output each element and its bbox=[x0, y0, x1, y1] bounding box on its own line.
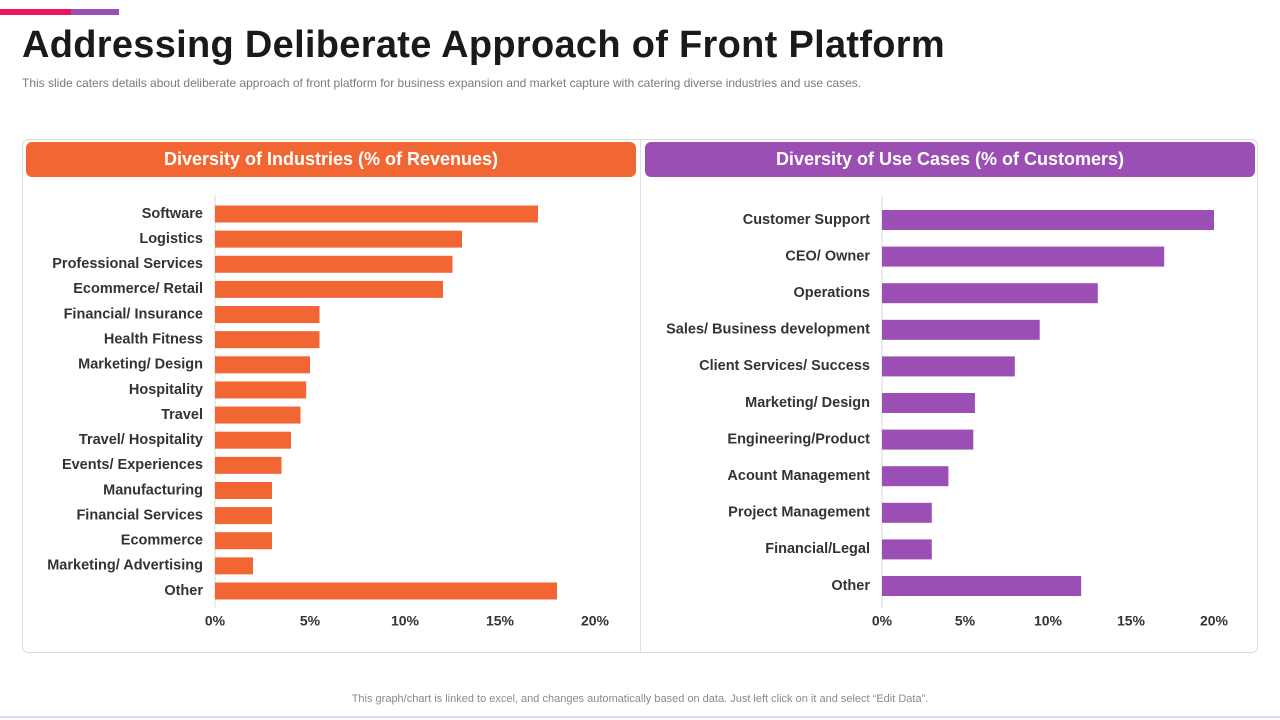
category-label: Customer Support bbox=[743, 212, 870, 228]
accent-bar-pink bbox=[0, 9, 71, 15]
x-tick-label: 10% bbox=[1034, 613, 1063, 629]
accent-bar-purple bbox=[71, 9, 119, 15]
bar-sales-business-development[interactable] bbox=[882, 319, 1040, 340]
category-label: Travel/ Hospitality bbox=[79, 432, 203, 448]
footer-note: This graph/chart is linked to excel, and… bbox=[351, 693, 929, 705]
category-label: Acount Management bbox=[727, 468, 870, 484]
bar-other[interactable] bbox=[882, 576, 1082, 596]
bar-financial-legal[interactable] bbox=[882, 539, 932, 560]
category-label: Sales/ Business development bbox=[666, 322, 870, 338]
x-tick-label: 15% bbox=[486, 613, 515, 629]
category-label: Ecommerce bbox=[121, 533, 203, 549]
use-cases-bar-chart[interactable]: Customer Support CEO/ Owner Operations Sale… bbox=[645, 178, 1255, 648]
x-tick-label: 5% bbox=[300, 613, 321, 629]
slide-subtitle: This slide caters details about delibera… bbox=[22, 76, 862, 90]
bar-ceo-owner[interactable] bbox=[882, 246, 1165, 267]
bar-marketing-design[interactable] bbox=[882, 393, 975, 413]
category-label: Other bbox=[164, 583, 203, 599]
industries-bar-chart[interactable]: Software Logistics Professional Services Ec… bbox=[26, 178, 636, 648]
category-label: Marketing/ Advertising bbox=[47, 558, 203, 574]
bar-events-experiences[interactable] bbox=[215, 456, 282, 474]
bar-ecommerce[interactable] bbox=[215, 532, 272, 550]
bar-engineering-product[interactable] bbox=[882, 429, 974, 450]
x-tick-label: 10% bbox=[391, 613, 420, 629]
bar-hospitality[interactable] bbox=[215, 381, 307, 399]
use-cases-chart-header: Diversity of Use Cases (% of Customers) bbox=[645, 142, 1255, 177]
category-label: Ecommerce/ Retail bbox=[73, 281, 203, 297]
bar-operations[interactable] bbox=[882, 283, 1098, 304]
category-label: Financial/Legal bbox=[765, 541, 870, 557]
panel-divider bbox=[640, 140, 641, 652]
x-tick-label: 0% bbox=[872, 613, 893, 629]
bar-ecommerce-retail[interactable] bbox=[215, 280, 443, 298]
category-label: Health Fitness bbox=[104, 331, 203, 347]
bar-travel[interactable] bbox=[215, 406, 301, 424]
x-tick-label: 20% bbox=[1200, 613, 1229, 629]
category-label: Operations bbox=[793, 285, 870, 301]
category-label: Events/ Experiences bbox=[62, 457, 203, 473]
category-label: Marketing/ Design bbox=[78, 357, 203, 373]
category-label: CEO/ Owner bbox=[785, 248, 870, 264]
bar-professional-services[interactable] bbox=[215, 255, 453, 273]
category-label: Financial/ Insurance bbox=[64, 306, 203, 322]
bar-customer-support[interactable] bbox=[882, 210, 1214, 230]
bar-client-services-success[interactable] bbox=[882, 356, 1015, 377]
category-label: Manufacturing bbox=[103, 482, 203, 498]
x-tick-label: 5% bbox=[955, 613, 976, 629]
bar-travel-hospitality[interactable] bbox=[215, 431, 291, 449]
bar-marketing-design[interactable] bbox=[215, 356, 310, 374]
bar-marketing-advertising[interactable] bbox=[215, 557, 253, 575]
x-tick-label: 20% bbox=[581, 613, 610, 629]
category-label: Project Management bbox=[728, 505, 870, 521]
slide-title: Addressing Deliberate Approach of Front … bbox=[22, 24, 945, 66]
industries-chart-header: Diversity of Industries (% of Revenues) bbox=[26, 142, 636, 177]
x-tick-label: 15% bbox=[1117, 613, 1146, 629]
bar-other[interactable] bbox=[215, 582, 557, 600]
bar-acount-management[interactable] bbox=[882, 466, 949, 487]
category-label: Engineering/Product bbox=[727, 431, 870, 447]
category-label: Professional Services bbox=[52, 256, 203, 272]
charts-panel bbox=[22, 139, 1258, 653]
category-label: Logistics bbox=[139, 231, 203, 247]
bar-financial-insurance[interactable] bbox=[215, 306, 320, 324]
x-tick-label: 0% bbox=[205, 613, 226, 629]
category-label: Software bbox=[142, 206, 203, 222]
bar-logistics[interactable] bbox=[215, 230, 462, 248]
category-label: Client Services/ Success bbox=[699, 358, 870, 374]
category-label: Other bbox=[831, 578, 870, 594]
category-label: Travel bbox=[161, 407, 203, 423]
bar-project-management[interactable] bbox=[882, 502, 932, 523]
bar-financial-services[interactable] bbox=[215, 507, 272, 525]
category-label: Marketing/ Design bbox=[745, 395, 870, 411]
bar-manufacturing[interactable] bbox=[215, 481, 272, 499]
category-label: Hospitality bbox=[129, 382, 203, 398]
bar-software[interactable] bbox=[215, 205, 538, 223]
bar-health-fitness[interactable] bbox=[215, 331, 320, 349]
category-label: Financial Services bbox=[76, 507, 203, 523]
bottom-accent-line bbox=[0, 716, 1280, 718]
